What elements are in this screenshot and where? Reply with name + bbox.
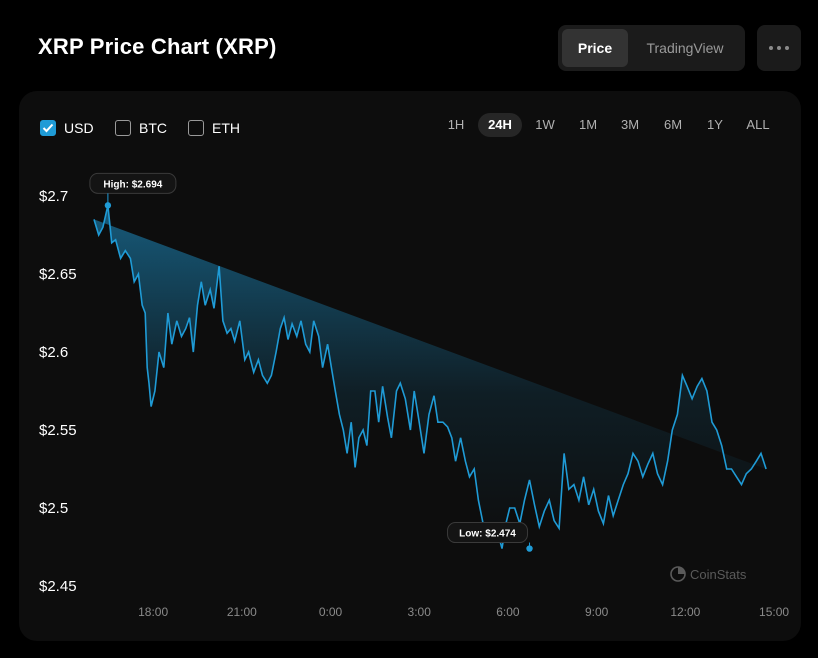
watermark-text: CoinStats [690,567,747,582]
y-tick-label: $2.45 [39,578,77,595]
coinstats-watermark: CoinStats [670,566,747,582]
y-tick-label: $2.55 [39,422,77,439]
range-1y[interactable]: 1Y [707,117,723,132]
x-tick-label: 12:00 [670,605,700,619]
range-1h[interactable]: 1H [447,117,465,132]
coinstats-logo-segment [678,567,685,574]
eth-checkbox[interactable] [188,120,204,136]
x-tick-label: 15:00 [759,605,789,619]
x-tick-label: 9:00 [585,605,609,619]
y-tick-label: $2.65 [39,266,77,283]
eth-label: ETH [212,120,240,136]
more-dot [785,46,789,50]
usd-label: USD [64,120,94,136]
high-label: High: $2.694 [103,179,162,190]
y-tick-label: $2.5 [39,500,68,517]
y-tick-label: $2.6 [39,344,68,361]
tradingview-tab[interactable]: TradingView [646,40,724,56]
x-tick-label: 21:00 [227,605,257,619]
btc-label: BTC [139,120,167,136]
x-tick-label: 18:00 [138,605,168,619]
price-chart: $2.7 $2.65 $2.6 $2.55 $2.5 $2.45 18:00 21:00 0:… [39,172,789,619]
range-1w[interactable]: 1W [535,117,555,132]
range-6m[interactable]: 6M [663,117,683,132]
x-tick-label: 3:00 [408,605,432,619]
price-tab[interactable]: Price [562,29,628,67]
x-tick-label: 6:00 [496,605,520,619]
currency-usd[interactable]: USD [40,119,94,137]
check-icon [42,123,54,133]
chart-card: $2.7 $2.65 $2.6 $2.55 $2.5 $2.45 18:00 21:00 0:… [19,91,801,641]
high-callout: High: $2.694 [89,172,177,209]
range-1m[interactable]: 1M [578,117,598,132]
high-point [104,202,112,209]
price-line [93,205,767,549]
more-dot [777,46,781,50]
y-tick-label: $2.7 [39,188,68,205]
low-callout: Low: $2.474 [447,522,533,552]
range-all[interactable]: ALL [746,117,770,132]
range-3m[interactable]: 3M [620,117,640,132]
currency-btc[interactable]: BTC [115,119,167,137]
x-tick-label: 0:00 [319,605,343,619]
range-24h[interactable]: 24H [478,113,522,137]
btc-checkbox[interactable] [115,120,131,136]
page-title: XRP Price Chart (XRP) [38,34,277,59]
low-label: Low: $2.474 [459,529,516,540]
more-options-button[interactable] [757,25,801,71]
more-dots-icon [769,46,773,50]
view-toggle: Price TradingView [558,25,745,71]
low-point [526,545,533,552]
currency-eth[interactable]: ETH [188,119,240,137]
usd-checkbox[interactable] [40,120,56,136]
price-area [94,205,767,549]
